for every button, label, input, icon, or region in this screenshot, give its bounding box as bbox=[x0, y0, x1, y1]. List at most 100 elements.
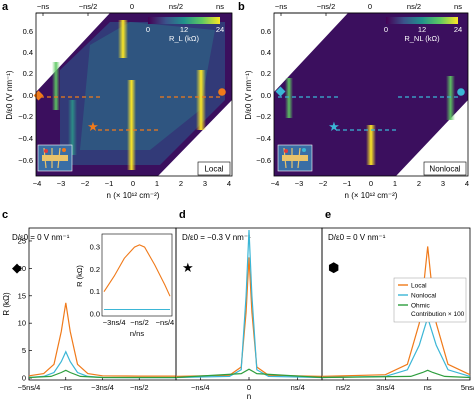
inset-x-tick: −ns/2 bbox=[130, 318, 149, 327]
x-tick: −ns bbox=[60, 383, 73, 392]
panel-d-condition: D/ε0 = −0.3 V nm⁻¹ bbox=[182, 233, 251, 242]
panel-d-x-title: n bbox=[247, 392, 251, 401]
top-tick: ns bbox=[454, 2, 462, 11]
panel-e-series bbox=[321, 246, 471, 379]
panel-d-x-ticks: −ns/4 0 ns/4 bbox=[191, 377, 305, 392]
panel-a-streak bbox=[68, 100, 77, 155]
x-tick: −2 bbox=[81, 179, 90, 188]
panel-c-x-ticks: −5ns/4 −ns −3ns/4 −ns/2 bbox=[18, 377, 149, 392]
cbar-tick: 0 bbox=[146, 25, 150, 34]
panel-d-label: d bbox=[179, 209, 186, 221]
panel-a-y-ticks: 0.6 0.4 0.2 0.0 −0.2 −0.4 −0.6 bbox=[18, 27, 33, 165]
y-tick: 10 bbox=[18, 319, 26, 328]
star-marker-icon: ★ bbox=[328, 119, 340, 134]
legend: Local Nonlocal Ohmic Contribution × 100 bbox=[393, 277, 467, 323]
ohmic-line bbox=[175, 368, 323, 379]
panel-a-streak bbox=[196, 70, 206, 130]
cbar-tick: 24 bbox=[454, 25, 462, 34]
circle-marker-icon bbox=[218, 88, 226, 96]
panel-a-x-ticks: −4 −3 −2 −1 0 1 2 3 4 bbox=[33, 179, 231, 188]
inset-x-tick: −ns/4 bbox=[156, 318, 175, 327]
y-tick: 0.4 bbox=[23, 48, 33, 57]
y-tick: 0.2 bbox=[261, 69, 271, 78]
top-tick: 0 bbox=[368, 2, 372, 11]
panel-c: c D/ε0 = 0 V nm⁻¹ ◆ R (kΩ) 0 5 10 15 20 25 −5… bbox=[2, 209, 177, 392]
panel-b-map bbox=[274, 13, 468, 176]
inset-y-tick: 0.0 bbox=[90, 310, 100, 319]
x-tick: −5ns/4 bbox=[18, 383, 41, 392]
panel-a-streak bbox=[118, 20, 128, 58]
panel-b-mode-label: Nonlocal bbox=[429, 165, 460, 174]
x-axis-title: n (× 10¹² cm⁻²) bbox=[345, 191, 398, 200]
x-tick: 0 bbox=[369, 179, 373, 188]
cbar-label: R_L (kΩ) bbox=[169, 34, 199, 43]
x-tick: 1 bbox=[155, 179, 159, 188]
x-tick: 4 bbox=[465, 179, 469, 188]
panel-e-label: e bbox=[325, 209, 331, 221]
local-line bbox=[28, 302, 176, 377]
panel-c-inset-y-ticks: 0.0 0.1 0.2 0.3 bbox=[90, 243, 100, 319]
panel-a-streak bbox=[127, 80, 136, 170]
y-tick: 15 bbox=[18, 291, 26, 300]
panel-e-condition: D/ε0 = 0 V nm⁻¹ bbox=[328, 233, 386, 242]
cbar-label: R_NL (kΩ) bbox=[404, 34, 440, 43]
x-tick: 5ns/4 bbox=[461, 383, 474, 392]
y-tick: 0.6 bbox=[261, 27, 271, 36]
x-tick: −4 bbox=[33, 179, 42, 188]
x-tick: 2 bbox=[417, 179, 421, 188]
nonlocal-line bbox=[175, 229, 323, 379]
y-tick: −0.2 bbox=[18, 112, 33, 121]
panel-b-streak bbox=[366, 125, 376, 165]
x-tick: 1 bbox=[393, 179, 397, 188]
y-tick: 0.0 bbox=[23, 91, 33, 100]
top-tick: −ns/2 bbox=[317, 2, 336, 11]
inset-y-tick: 0.2 bbox=[90, 265, 100, 274]
panel-a-device-inset bbox=[37, 144, 73, 172]
nonlocal-line bbox=[28, 350, 176, 379]
panel-a-map-haze bbox=[80, 22, 215, 150]
y-tick: −0.6 bbox=[256, 156, 271, 165]
panel-c-label: c bbox=[2, 209, 8, 221]
panel-a-streak bbox=[52, 62, 60, 110]
x-tick: −3 bbox=[57, 179, 66, 188]
local-line bbox=[103, 244, 171, 297]
panel-c-condition: D/ε0 = 0 V nm⁻¹ bbox=[12, 233, 70, 242]
panel-a-colorbar bbox=[148, 17, 220, 24]
x-tick: −3 bbox=[295, 179, 304, 188]
y-tick: 25 bbox=[18, 236, 26, 245]
x-tick: −1 bbox=[105, 179, 114, 188]
x-tick: ns/2 bbox=[336, 383, 350, 392]
y-tick: −0.4 bbox=[256, 134, 271, 143]
x-tick: ns/4 bbox=[291, 383, 305, 392]
panel-b-x-ticks: −4 −3 −2 −1 0 1 2 3 4 bbox=[271, 179, 469, 188]
y-tick: 20 bbox=[18, 264, 26, 273]
panel-b-streak bbox=[446, 76, 455, 120]
hexagon-marker-icon: ⬢ bbox=[328, 260, 339, 275]
top-tick: ns bbox=[216, 2, 224, 11]
x-tick: 0 bbox=[131, 179, 135, 188]
inset-x-title: n/ns bbox=[130, 329, 144, 338]
panel-c-inset-series bbox=[103, 244, 171, 311]
inset-y-title: R (kΩ) bbox=[75, 265, 84, 287]
panel-c-inset-x-ticks: −3ns/4 −ns/2 −ns/4 bbox=[103, 318, 174, 327]
x-tick: 3 bbox=[441, 179, 445, 188]
panel-d-frame bbox=[175, 227, 323, 381]
y-tick: 0.0 bbox=[261, 91, 271, 100]
y-tick: 0.6 bbox=[23, 27, 33, 36]
cbar-tick: 12 bbox=[180, 25, 188, 34]
panel-b-y-ticks: 0.6 0.4 0.2 0.0 −0.2 −0.4 −0.6 bbox=[256, 27, 271, 165]
panel-b-frame bbox=[273, 12, 469, 177]
star-marker-icon: ★ bbox=[182, 260, 194, 275]
panel-c-y-ticks: 0 5 10 15 20 25 bbox=[18, 236, 32, 383]
panel-d: d D/ε0 = −0.3 V nm⁻¹ ★ −ns/4 0 ns/4 n bbox=[175, 209, 323, 401]
local-line bbox=[321, 246, 471, 377]
panel-e-frame bbox=[321, 227, 471, 381]
legend-nonlocal: Nonlocal bbox=[411, 293, 437, 300]
cbar-tick: 12 bbox=[418, 25, 426, 34]
legend-ohmic: Ohmic bbox=[411, 303, 431, 310]
legend-local: Local bbox=[411, 283, 427, 290]
y-tick: 0.2 bbox=[23, 69, 33, 78]
ohmic-line bbox=[28, 369, 176, 379]
star-marker-icon: ★ bbox=[87, 119, 99, 134]
